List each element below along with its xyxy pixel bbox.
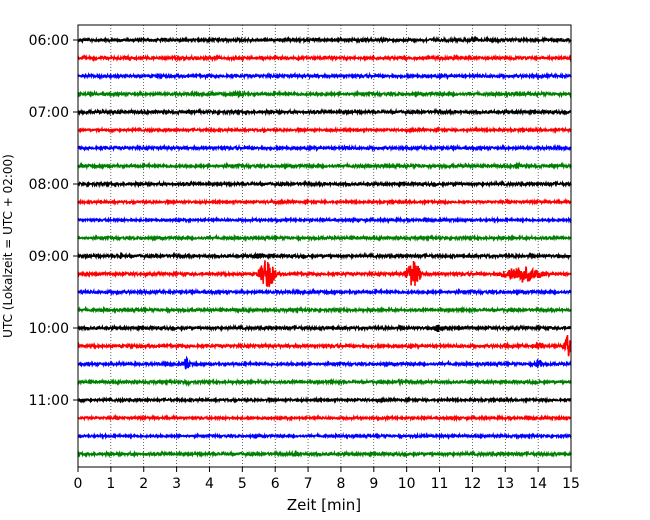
x-tick-label: 10 <box>398 476 416 492</box>
seismogram-trace <box>77 161 572 171</box>
x-tick-label: 5 <box>238 476 247 492</box>
seismogram-trace <box>77 355 572 370</box>
seismogram-trace <box>77 395 572 405</box>
x-tick-label: 12 <box>463 476 481 492</box>
x-tick-label: 6 <box>271 476 280 492</box>
seismogram-trace <box>77 215 572 225</box>
x-tick-label: 3 <box>172 476 181 492</box>
x-axis-label: Zeit [min] <box>287 496 361 514</box>
plot-frame <box>77 24 572 468</box>
seismogram-trace <box>77 413 572 423</box>
seismogram-trace <box>77 71 572 81</box>
trace-layer <box>77 35 572 459</box>
seismogram-trace <box>77 143 572 153</box>
y-tick-label: 08:00 <box>29 177 69 193</box>
seismogram-trace <box>77 305 572 315</box>
seismogram-trace <box>77 335 572 357</box>
x-tick-label: 0 <box>74 476 83 492</box>
y-tick-label: 06:00 <box>29 33 69 49</box>
seismogram-trace <box>77 251 572 261</box>
x-tick-label: 1 <box>106 476 115 492</box>
x-tick-label: 4 <box>205 476 214 492</box>
seismogram-trace <box>77 323 572 333</box>
x-tick-label: 2 <box>139 476 148 492</box>
seismogram-trace <box>77 53 572 63</box>
x-tick-label: 15 <box>562 476 580 492</box>
x-tick-label: 9 <box>369 476 378 492</box>
seismogram-trace <box>77 125 572 135</box>
x-tick-label: 14 <box>529 476 547 492</box>
seismogram-trace <box>77 377 572 388</box>
x-tick-label: 13 <box>496 476 514 492</box>
y-axis-label: UTC (Lokalzeit = UTC + 02:00) <box>1 154 15 338</box>
seismogram-trace <box>77 260 572 287</box>
seismogram-trace <box>77 233 572 243</box>
x-tick-label: 8 <box>336 476 345 492</box>
y-tick-label: 10:00 <box>29 321 69 337</box>
seismogram-trace <box>77 197 572 207</box>
seismogram-trace <box>77 287 572 297</box>
x-axis-ticks: 0 1 2 3 4 5 6 7 8 9 10 11 12 13 14 15 <box>74 467 580 492</box>
seismogram-trace <box>77 449 572 459</box>
y-axis-ticks: 06:00 07:00 08:00 09:00 10:00 11:00 <box>29 33 78 409</box>
seismogram-trace <box>77 35 572 45</box>
seismogram-trace <box>77 179 572 189</box>
x-tick-label: 11 <box>431 476 449 492</box>
seismogram-trace <box>77 107 572 117</box>
seismogram-trace <box>77 89 572 99</box>
y-tick-label: 11:00 <box>29 393 69 409</box>
y-tick-label: 07:00 <box>29 105 69 121</box>
x-tick-label: 7 <box>304 476 313 492</box>
y-tick-label: 09:00 <box>29 249 69 265</box>
seismogram-trace <box>77 431 572 441</box>
